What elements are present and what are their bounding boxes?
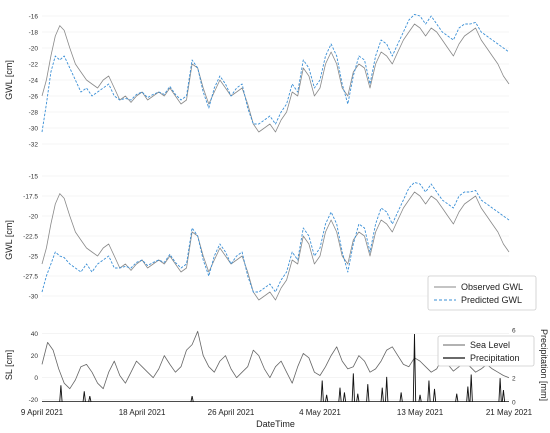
y-tick-label: -27.5 bbox=[23, 273, 38, 280]
precipitation-event bbox=[342, 392, 347, 403]
x-tick-label: 18 April 2021 bbox=[119, 408, 166, 417]
observed-gwl-legend-label: Observed GWL bbox=[461, 282, 523, 292]
observed-line bbox=[41, 191, 510, 301]
y-tick-label: -32 bbox=[29, 141, 39, 148]
y-tick-label: -15 bbox=[29, 173, 39, 180]
right-y-tick-label: 0 bbox=[512, 399, 516, 406]
predicted-line bbox=[41, 181, 510, 293]
precipitation-event bbox=[325, 394, 329, 403]
y-tick-label: -26 bbox=[29, 93, 39, 100]
panel-bottom-right-y-axis-label: Precipitation [mm] bbox=[539, 329, 549, 401]
y-tick-label: -22 bbox=[29, 61, 39, 68]
precipitation-event bbox=[432, 388, 437, 403]
panel-middle-y-ticks: -15 -17.5 -20 -22.5 -25 -27.5 -30 bbox=[23, 173, 38, 300]
precipitation-event bbox=[190, 395, 194, 403]
precipitation-event bbox=[366, 384, 370, 403]
y-tick-label: -17.5 bbox=[23, 193, 38, 200]
precipitation-event bbox=[498, 378, 502, 403]
x-tick-label: 26 April 2021 bbox=[208, 408, 255, 417]
precipitation-event bbox=[427, 380, 431, 403]
y-tick-label: 40 bbox=[31, 331, 39, 338]
predicted-gwl-legend-label: Predicted GWL bbox=[461, 295, 522, 305]
panel-bottom-grid bbox=[42, 333, 509, 401]
precipitation-event bbox=[399, 392, 403, 403]
panel-middle-y-axis-label: GWL [cm] bbox=[4, 220, 14, 260]
precipitation-event bbox=[501, 390, 506, 403]
precipitation-event bbox=[338, 387, 342, 403]
precipitation-event bbox=[466, 386, 470, 403]
x-tick-label: 21 May 2021 bbox=[486, 408, 533, 417]
precipitation-event bbox=[380, 387, 384, 403]
y-tick-label: -22.5 bbox=[23, 233, 38, 240]
y-tick-label: -16 bbox=[29, 13, 39, 20]
panel-top-y-axis-label: GWL [cm] bbox=[4, 60, 14, 100]
y-tick-label: -20 bbox=[29, 397, 39, 404]
panel-top-y-ticks: -16 -18 -20 -22 -24 -26 -28 -30 -32 bbox=[29, 13, 39, 148]
y-tick-label: 0 bbox=[34, 375, 38, 382]
predicted-line bbox=[41, 13, 510, 133]
observed-line bbox=[41, 23, 510, 133]
precipitation-event bbox=[418, 394, 422, 403]
gwl-legend: Observed GWL Predicted GWL bbox=[427, 275, 537, 311]
gwl-legend-box bbox=[427, 275, 537, 311]
sealevel-line bbox=[41, 330, 510, 390]
y-tick-label: -30 bbox=[29, 125, 39, 132]
panel-bottom-x-ticks: 9 April 2021 18 April 2021 26 April 2021 4 … bbox=[21, 408, 533, 417]
x-tick-label: 4 May 2021 bbox=[299, 408, 341, 417]
precipitation-event bbox=[469, 374, 473, 403]
precipitation-event bbox=[320, 380, 324, 403]
sl-precip-legend: Sea Level Precipitation bbox=[437, 335, 535, 367]
panel-top-grid bbox=[42, 15, 509, 145]
y-tick-label: 20 bbox=[31, 353, 39, 360]
precipitation-event bbox=[385, 376, 389, 403]
panel-bottom-lines bbox=[41, 330, 510, 403]
x-axis-label: DateTime bbox=[256, 419, 295, 429]
right-y-tick-label: 6 bbox=[512, 328, 516, 335]
precipitation-event bbox=[88, 395, 92, 403]
y-tick-label: -28 bbox=[29, 109, 39, 116]
y-tick-label: -20 bbox=[29, 45, 39, 52]
panel-bottom-y-ticks: 40 20 0 -20 bbox=[29, 331, 39, 404]
precipitation-event bbox=[455, 393, 459, 403]
panel-bottom-y-axis-label: SL [cm] bbox=[4, 350, 14, 380]
y-tick-label: -24 bbox=[29, 77, 39, 84]
y-tick-label: -20 bbox=[29, 213, 39, 220]
panel-top-lines bbox=[41, 13, 510, 133]
y-tick-label: -30 bbox=[29, 293, 39, 300]
panel-middle-lines bbox=[41, 181, 510, 301]
x-tick-label: 13 May 2021 bbox=[397, 408, 444, 417]
precipitation-legend-label: Precipitation bbox=[470, 353, 520, 363]
precipitation-event bbox=[82, 391, 86, 403]
y-tick-label: -25 bbox=[29, 253, 39, 260]
sea-level-legend-label: Sea Level bbox=[470, 340, 510, 350]
right-y-tick-label: 2 bbox=[512, 375, 516, 382]
panel-top: -16 -18 -20 -22 -24 -26 -28 -30 -32 GWL [cm] bbox=[4, 13, 510, 148]
precipitation-event bbox=[356, 393, 360, 403]
panel-middle: -15 -17.5 -20 -22.5 -25 -27.5 -30 GWL [cm] Obs… bbox=[4, 173, 537, 311]
precipitation-event bbox=[59, 385, 63, 403]
x-tick-label: 9 April 2021 bbox=[21, 408, 64, 417]
precipitation-event bbox=[351, 373, 355, 403]
y-tick-label: -18 bbox=[29, 29, 39, 36]
precipitation-event bbox=[412, 333, 417, 403]
